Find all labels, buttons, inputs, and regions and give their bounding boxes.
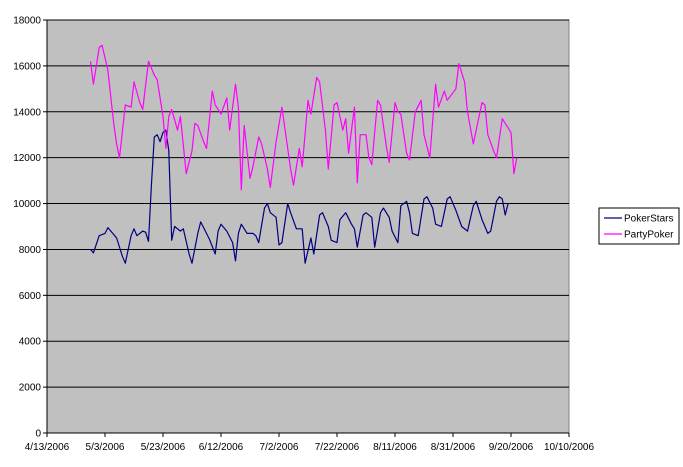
series-layer — [89, 44, 518, 264]
y-tick-label: 4000 — [19, 337, 42, 348]
series-line-partypoker — [89, 44, 518, 191]
x-tick-label: 5/23/2006 — [141, 442, 186, 453]
series-line-pokerstars — [90, 129, 509, 264]
x-tick-label: 5/3/2006 — [86, 442, 125, 453]
x-tick-label: 7/22/2006 — [315, 442, 360, 453]
x-tick-label: 9/20/2006 — [489, 442, 534, 453]
x-tick-label: 6/12/2006 — [199, 442, 244, 453]
y-tick-label: 8000 — [19, 245, 42, 256]
x-tick-label: 8/31/2006 — [431, 442, 476, 453]
y-tick-label: 10000 — [13, 199, 41, 210]
y-tick-label: 0 — [35, 429, 41, 440]
legend-label-partypoker: PartyPoker — [624, 230, 674, 241]
x-tick-label: 7/2/2006 — [260, 442, 299, 453]
legend: PokerStars PartyPoker — [598, 207, 680, 245]
y-tick-label: 16000 — [13, 61, 41, 72]
x-tick-label: 8/11/2006 — [373, 442, 417, 453]
x-tick-label: 4/13/2006 — [25, 442, 70, 453]
legend-label-pokerstars: PokerStars — [624, 214, 673, 225]
x-tick-label: 10/10/2006 — [544, 442, 594, 453]
x-axis: 4/13/2006 5/3/2006 5/23/2006 6/12/2006 7/2/2… — [25, 432, 594, 453]
legend-box — [598, 207, 680, 245]
y-tick-label: 18000 — [13, 16, 41, 27]
y-tick-label: 14000 — [13, 107, 41, 118]
y-tick-label: 2000 — [19, 383, 42, 394]
gridlines — [47, 19, 569, 388]
plot-area — [46, 19, 570, 434]
y-tick-label: 6000 — [19, 291, 42, 302]
y-axis: 0 2000 4000 6000 8000 10000 12000 14000 16000 180… — [13, 16, 48, 440]
y-tick-label: 12000 — [13, 153, 41, 164]
